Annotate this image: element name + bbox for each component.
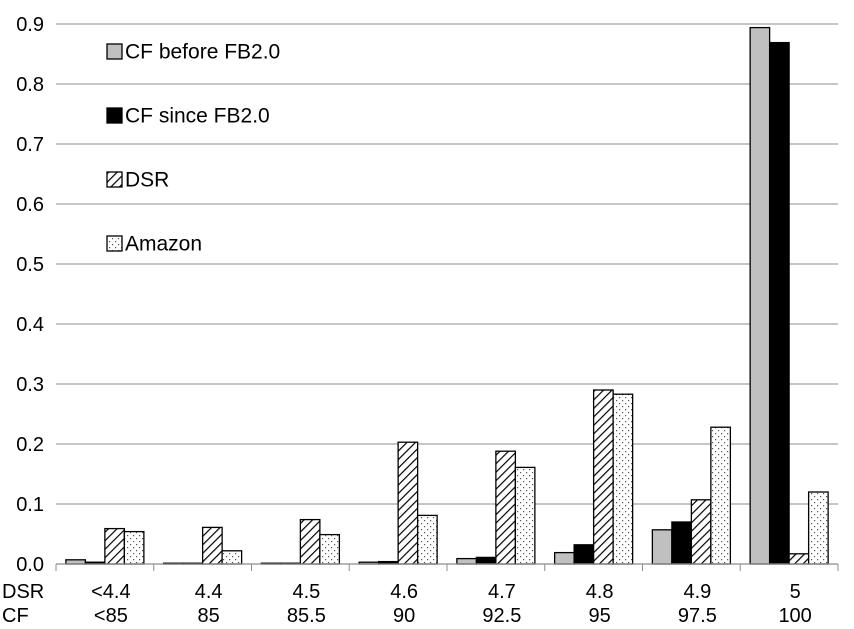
dsr-category-label: 5 xyxy=(790,581,801,603)
bar-series-2-cat-3 xyxy=(397,441,419,565)
bar-series-0-cat-4 xyxy=(456,557,478,565)
bar-series-0-cat-7 xyxy=(749,26,771,565)
bar-series-2-cat-7 xyxy=(788,553,810,565)
bar-series-2-cat-1 xyxy=(201,526,223,565)
legend-label-3: Amazon xyxy=(125,233,202,256)
dsr-category-label: 4.8 xyxy=(586,581,614,603)
cf-category-label: 85 xyxy=(198,605,220,627)
cf-row-label: CF xyxy=(2,605,29,627)
cf-category-label: 90 xyxy=(393,605,415,627)
bar-series-2-cat-5 xyxy=(592,389,614,565)
legend-swatch-1 xyxy=(106,107,123,124)
bar-series-1-cat-4 xyxy=(475,556,497,565)
bar-series-2-cat-4 xyxy=(495,450,517,565)
bar-series-3-cat-6 xyxy=(710,426,732,565)
dsr-category-label: 4.4 xyxy=(195,581,223,603)
y-tick-label: 0.2 xyxy=(16,434,44,456)
bar-series-3-cat-5 xyxy=(612,393,634,565)
dsr-row-label: DSR xyxy=(2,581,44,603)
y-tick-label: 0.5 xyxy=(16,254,44,276)
y-tick-label: 0.9 xyxy=(16,14,44,36)
y-tick-label: 0.1 xyxy=(16,494,44,516)
bar-series-3-cat-2 xyxy=(319,533,341,565)
y-tick-label: 0.6 xyxy=(16,194,44,216)
bar-series-3-cat-0 xyxy=(123,530,145,565)
legend-swatch-0 xyxy=(106,43,123,60)
cf-category-label: 100 xyxy=(778,605,811,627)
y-tick-label: 0.4 xyxy=(16,314,44,336)
bar-series-3-cat-3 xyxy=(416,514,438,565)
y-tick-label: 0.0 xyxy=(16,554,44,576)
y-axis-ticks: 0.0 0.1 0.2 0.3 0.4 0.5 0.6 0.7 0.8 0.9 xyxy=(16,14,44,576)
legend-swatch-3 xyxy=(106,235,123,252)
x-axis xyxy=(55,563,839,571)
bars xyxy=(65,26,829,565)
bar-series-1-cat-5 xyxy=(573,544,595,565)
bar-series-0-cat-5 xyxy=(553,551,575,565)
cf-category-label: 85.5 xyxy=(287,605,326,627)
dsr-category-label: 4.9 xyxy=(683,581,711,603)
cf-category-label: 95 xyxy=(589,605,611,627)
y-tick-label: 0.8 xyxy=(16,74,44,96)
bar-series-3-cat-1 xyxy=(221,550,243,565)
bar-series-2-cat-2 xyxy=(299,518,321,565)
y-tick-label: 0.7 xyxy=(16,134,44,156)
legend-label-0: CF before FB2.0 xyxy=(125,41,280,64)
cf-category-label: 97.5 xyxy=(678,605,717,627)
legend-swatch-2 xyxy=(106,171,123,188)
legend-label-1: CF since FB2.0 xyxy=(125,105,270,128)
bar-series-2-cat-0 xyxy=(104,527,126,565)
gridlines xyxy=(56,23,838,505)
bar-series-0-cat-0 xyxy=(65,559,87,565)
dsr-category-label: 4.7 xyxy=(488,581,516,603)
bar-series-1-cat-7 xyxy=(768,41,790,565)
cf-category-label: <85 xyxy=(94,605,128,627)
bar-series-1-cat-6 xyxy=(671,521,693,565)
dsr-category-label: 4.6 xyxy=(390,581,418,603)
dsr-category-label: <4.4 xyxy=(91,581,130,603)
dsr-category-label: 4.5 xyxy=(292,581,320,603)
legend: CF before FB2.0 CF since FB2.0 DSR Amazon xyxy=(106,41,280,256)
category-labels: DSRCF<4.4<854.4854.585.54.6904.792.54.89… xyxy=(2,581,812,627)
bar-series-3-cat-4 xyxy=(514,466,536,565)
legend-label-2: DSR xyxy=(125,169,169,192)
bar-series-3-cat-7 xyxy=(807,491,829,565)
cf-category-label: 92.5 xyxy=(482,605,521,627)
bar-series-2-cat-6 xyxy=(690,499,712,565)
bar-series-0-cat-6 xyxy=(651,529,673,565)
y-tick-label: 0.3 xyxy=(16,374,44,396)
